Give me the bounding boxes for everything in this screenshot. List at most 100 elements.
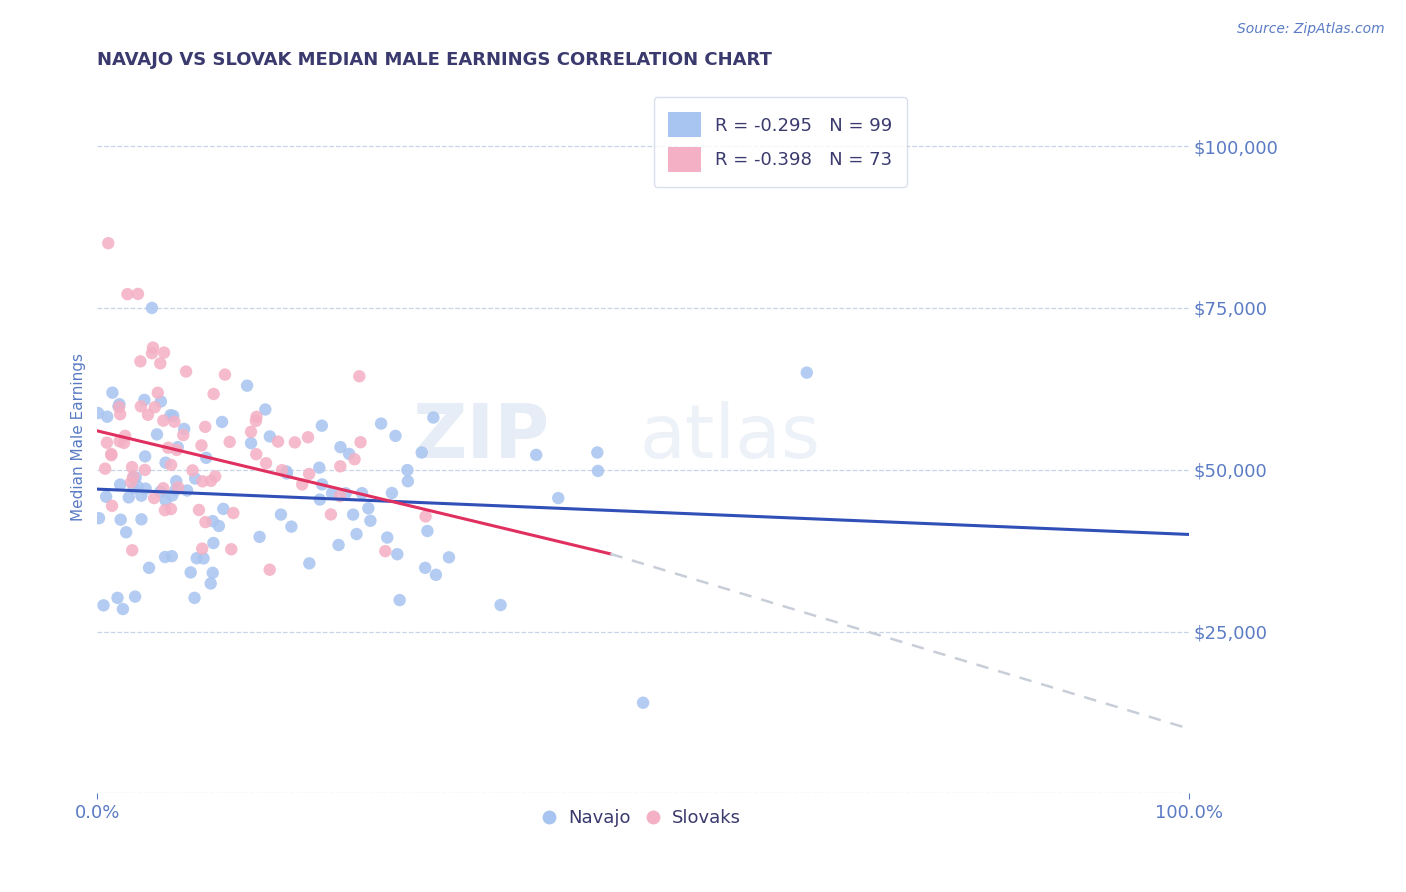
Point xyxy=(388,593,411,607)
Point xyxy=(160,502,183,516)
Point xyxy=(155,493,177,508)
Point xyxy=(101,499,124,513)
Point xyxy=(180,566,202,580)
Point xyxy=(122,470,145,484)
Point xyxy=(200,576,222,591)
Point xyxy=(212,502,235,516)
Point xyxy=(165,483,187,497)
Point xyxy=(187,503,209,517)
Point xyxy=(219,542,242,557)
Point xyxy=(115,525,138,540)
Point xyxy=(350,486,373,500)
Point xyxy=(240,436,263,450)
Point xyxy=(374,544,396,558)
Point xyxy=(176,483,198,498)
Point xyxy=(311,418,333,433)
Point xyxy=(201,514,224,528)
Point xyxy=(259,429,281,443)
Point xyxy=(337,447,360,461)
Point xyxy=(396,463,419,477)
Point xyxy=(122,469,145,483)
Text: NAVAJO VS SLOVAK MEDIAN MALE EARNINGS CORRELATION CHART: NAVAJO VS SLOVAK MEDIAN MALE EARNINGS CO… xyxy=(97,51,772,69)
Point xyxy=(190,438,212,452)
Point xyxy=(121,543,143,558)
Point xyxy=(375,531,398,545)
Point xyxy=(118,491,141,505)
Point xyxy=(108,434,131,449)
Point xyxy=(87,406,110,420)
Point xyxy=(236,378,259,392)
Point xyxy=(194,515,217,529)
Point xyxy=(183,591,205,605)
Point xyxy=(143,401,166,415)
Point xyxy=(254,402,277,417)
Point xyxy=(141,346,163,360)
Point xyxy=(349,435,371,450)
Point xyxy=(359,514,381,528)
Text: ZIP: ZIP xyxy=(413,401,550,474)
Point xyxy=(129,354,152,368)
Point xyxy=(108,477,131,491)
Point xyxy=(437,550,460,565)
Point xyxy=(387,547,409,561)
Point xyxy=(149,394,172,409)
Point xyxy=(142,341,165,355)
Point xyxy=(343,452,366,467)
Point xyxy=(267,434,290,449)
Point xyxy=(204,469,226,483)
Point xyxy=(138,561,160,575)
Point xyxy=(416,524,439,538)
Point xyxy=(342,508,364,522)
Point xyxy=(329,489,352,503)
Point xyxy=(159,408,181,422)
Point xyxy=(200,474,222,488)
Point xyxy=(134,450,156,464)
Point xyxy=(249,530,271,544)
Point xyxy=(245,409,267,424)
Point xyxy=(186,551,208,566)
Point xyxy=(121,460,143,475)
Point xyxy=(396,474,419,488)
Point xyxy=(94,490,117,504)
Point xyxy=(131,512,153,526)
Point xyxy=(346,527,368,541)
Point xyxy=(127,286,149,301)
Point xyxy=(173,422,195,436)
Point xyxy=(112,436,135,450)
Point xyxy=(271,463,294,477)
Point xyxy=(411,445,433,459)
Point xyxy=(166,442,188,457)
Point xyxy=(127,480,149,494)
Text: Source: ZipAtlas.com: Source: ZipAtlas.com xyxy=(1237,22,1385,37)
Point xyxy=(114,429,136,443)
Point xyxy=(191,475,214,489)
Point xyxy=(202,536,225,550)
Point xyxy=(146,385,169,400)
Point xyxy=(321,486,343,500)
Point xyxy=(329,440,352,454)
Point xyxy=(357,501,380,516)
Point xyxy=(297,430,319,444)
Point xyxy=(425,567,447,582)
Point xyxy=(381,486,404,500)
Point xyxy=(245,447,267,461)
Point xyxy=(524,448,547,462)
Point xyxy=(111,602,134,616)
Point xyxy=(184,471,207,485)
Point xyxy=(149,484,172,499)
Point xyxy=(149,356,172,370)
Point xyxy=(254,456,277,470)
Point xyxy=(201,566,224,580)
Point xyxy=(96,435,118,450)
Point xyxy=(134,463,156,477)
Point xyxy=(291,477,314,491)
Point xyxy=(193,551,215,566)
Point xyxy=(122,481,145,495)
Point xyxy=(208,519,231,533)
Point xyxy=(259,563,281,577)
Point xyxy=(94,461,117,475)
Point xyxy=(152,481,174,495)
Point xyxy=(110,513,132,527)
Point xyxy=(284,435,307,450)
Point xyxy=(129,489,152,503)
